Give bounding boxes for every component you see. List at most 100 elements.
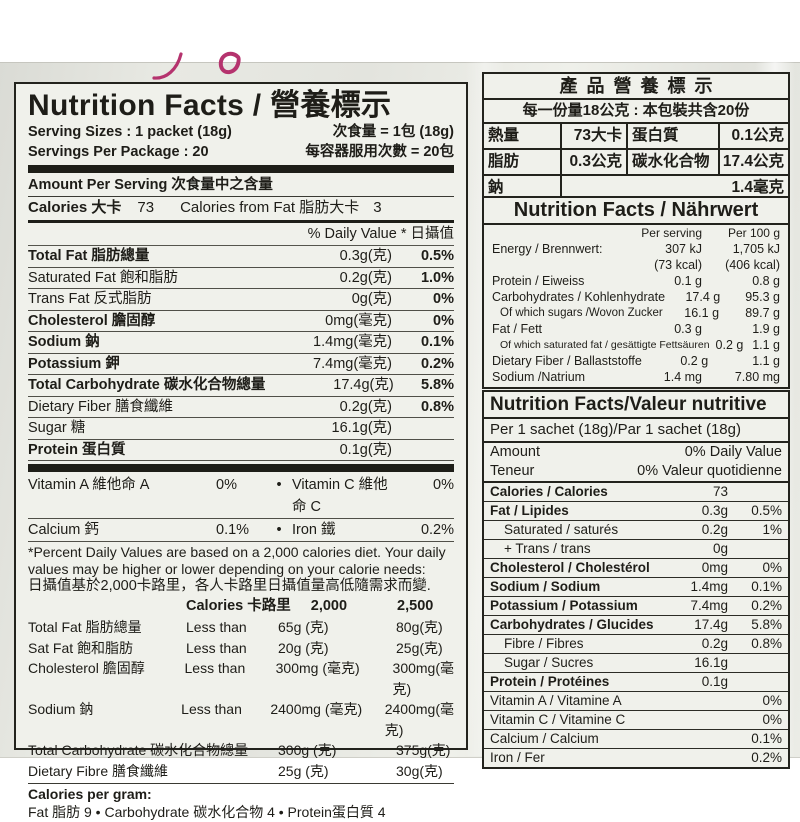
de-row-sodium: Sodium /Natrium 1.4 mg 7.80 mg	[492, 369, 780, 385]
fr-row-protein: Protein / Protéines 0.1g	[484, 673, 788, 692]
ref-label: Dietary Fibre 膳食纖維	[28, 762, 169, 779]
fr-dv	[728, 654, 782, 672]
fr-dv	[728, 673, 782, 691]
de-value-serving: 16.1 g	[684, 306, 720, 320]
de-value-serving: 17.4 g	[685, 290, 721, 304]
de-value-serving: 0.2 g	[715, 338, 744, 352]
thin-divider: Calories per gram: Fat 脂肪 9 • Carbohydra…	[28, 783, 454, 822]
fr-label: Sodium / Sodium	[490, 579, 601, 594]
ref-value-2000: 300g (克)	[278, 742, 337, 758]
de-label: Energy / Brennwert:	[492, 242, 603, 256]
fr-amount: 0.2g	[701, 636, 728, 651]
ref-value-2000: 300mg (毫克)	[275, 660, 360, 676]
main-label-title: Nutrition Facts / 營養標示	[28, 89, 392, 122]
thick-divider	[28, 165, 454, 173]
fr-label: Cholesterol / Cholestérol	[490, 560, 650, 575]
fr-label: Calories / Calories	[490, 484, 608, 499]
fr-dv: 0%	[762, 712, 782, 727]
nutrient-dv: 0.8%	[420, 398, 454, 415]
main-nutrition-label: Nutrition Facts / 營養標示 Serving Sizes : 1…	[14, 82, 468, 820]
de-value-serving: 0.1 g	[674, 274, 702, 288]
fr-dv: 0.1%	[751, 579, 782, 594]
ref-row-sat-fat: Sat Fat 飽和脂肪 Less than 20g (克) 25g(克)	[28, 638, 454, 659]
de-row-protein: Protein / Eiweiss 0.1 g 0.8 g	[492, 273, 780, 289]
de-row-saturated-fat: Of which saturated fat / gesättigte Fett…	[492, 337, 780, 353]
de-label: Fat / Fett	[492, 322, 543, 336]
de-value-100g: 0.8 g	[752, 274, 780, 288]
cn-row-sodium: 鈉 1.4毫克	[484, 176, 788, 200]
fr-amount-value: 0% Valeur quotidienne	[637, 463, 782, 479]
de-value-serving: 1.4 mg	[663, 370, 702, 384]
spacer	[492, 226, 630, 241]
fr-label: Protein / Protéines	[490, 674, 610, 689]
vitamin-value: 0%	[433, 477, 454, 493]
ref-value-2500: 300mg(毫克)	[392, 660, 454, 697]
amount-per-serving-header: Amount Per Serving 次食量中之含量	[28, 175, 454, 197]
fr-amount-line: Teneur 0% Valeur quotidienne	[490, 462, 782, 481]
cn-label: 蛋白質	[628, 124, 720, 148]
de-value-100g: (406 kcal)	[725, 258, 780, 272]
ref-value-2000: 65g (克)	[278, 619, 329, 635]
calories-from-fat-label: Calories from Fat 脂肪大卡	[180, 199, 360, 216]
spacer	[28, 595, 186, 617]
fr-table-subtitle: Per 1 sachet (18g)/Par 1 sachet (18g)	[484, 419, 788, 443]
de-column-headers: Per serving Per 100 g	[492, 226, 780, 241]
vitamin-label: Iron 鐵	[292, 522, 336, 538]
de-label: Of which saturated fat / gesättigte Fett…	[500, 339, 710, 351]
de-table-title: Nutrition Facts / Nährwert	[484, 198, 788, 225]
nutrient-row-sodium: Sodium 鈉 1.4mg(毫克) 0.1%	[28, 332, 454, 354]
nutrient-label: Saturated Fat 飽和脂肪	[28, 269, 178, 286]
fr-amount: 73	[712, 484, 728, 499]
fr-dv: 0.8%	[751, 636, 782, 651]
de-label: Protein / Eiweiss	[492, 274, 585, 288]
fr-row-fat: Fat / Lipides 0.3g 0.5%	[484, 502, 788, 521]
nutrient-dv: 0%	[433, 312, 454, 329]
ref-header-2500: 2,500	[397, 598, 434, 614]
fr-row-saturated: Saturated / saturés 0.2g 1%	[484, 521, 788, 540]
fr-row-calories: Calories / Calories 73	[484, 483, 788, 502]
nutrient-amount: 1.4mg(毫克)	[313, 334, 392, 350]
de-label	[492, 257, 630, 273]
calories-row: Calories 大卡 73 Calories from Fat 脂肪大卡 3	[28, 197, 454, 219]
fr-row-iron: Iron / Fer 0.2%	[484, 749, 788, 767]
footnote-en: *Percent Daily Values are based on a 2,0…	[28, 544, 446, 577]
fr-row-sugar: Sugar / Sucres 16.1g	[484, 654, 788, 673]
fr-dv: 0.1%	[751, 731, 782, 746]
fr-amount: 0.2g	[701, 522, 728, 537]
fr-row-calcium: Calcium / Calcium 0.1%	[484, 730, 788, 749]
ref-condition: Less than	[186, 639, 247, 656]
fr-table-title: Nutrition Facts/Valeur nutritive	[484, 392, 788, 419]
fr-label: Fat / Lipides	[490, 503, 569, 518]
ref-label: Sodium 鈉	[28, 701, 94, 717]
fr-label: Iron / Fer	[490, 750, 545, 765]
de-row-dietary-fiber: Dietary Fiber / Ballaststoffe 0.2 g 1.1 …	[492, 353, 780, 369]
cn-value: 1.4毫克	[731, 179, 784, 196]
fr-row-carbohydrates: Carbohydrates / Glucides 17.4g 5.8%	[484, 616, 788, 635]
cn-row-fat-carbohydrate: 脂肪 0.3公克 碳水化合物 17.4公克	[484, 150, 788, 176]
ref-label: Sat Fat 飽和脂肪	[28, 639, 134, 656]
fr-dv: 0.2%	[751, 598, 782, 613]
ref-value-2500: 30g(克)	[396, 762, 443, 779]
cn-label: 脂肪	[484, 150, 562, 174]
de-value-serving: 0.2 g	[680, 354, 709, 368]
vitamin-label: Vitamin A 維他命 A	[28, 477, 150, 493]
vitamin-label: Vitamin C 維他命 C	[292, 477, 388, 515]
fr-row-sodium: Sodium / Sodium 1.4mg 0.1%	[484, 578, 788, 597]
footnote-zh: 日攝值基於2,000卡路里，各人卡路里日攝值量高低隨需求而變.	[28, 578, 431, 594]
ref-row-total-fat: Total Fat 脂肪總量 Less than 65g (克) 80g(克)	[28, 617, 454, 638]
ref-condition: Less than	[186, 619, 247, 635]
nutrient-label: Cholesterol 膽固醇	[28, 312, 156, 329]
fr-dv: 1%	[762, 522, 782, 537]
nutrient-dv: 0.5%	[420, 248, 454, 264]
fr-label: Vitamin C / Vitamine C	[490, 712, 626, 727]
de-value-serving: (73 kcal)	[654, 258, 702, 272]
ref-header-label: Calories 卡路里	[186, 598, 291, 614]
calories-from-fat-value: 3	[373, 199, 382, 216]
brand-logo-fragment-icon	[152, 51, 241, 80]
fr-label: Potassium / Potassium	[490, 598, 638, 613]
bullet-separator: •	[276, 522, 282, 538]
reference-table-header: Calories 卡路里 2,000 2,500	[28, 595, 454, 617]
vitamin-value: 0.1%	[216, 522, 250, 538]
ref-value-2500: 80g(克)	[396, 619, 443, 635]
cn-row-energy-protein: 熱量 73大卡 蛋白質 0.1公克	[484, 124, 788, 150]
